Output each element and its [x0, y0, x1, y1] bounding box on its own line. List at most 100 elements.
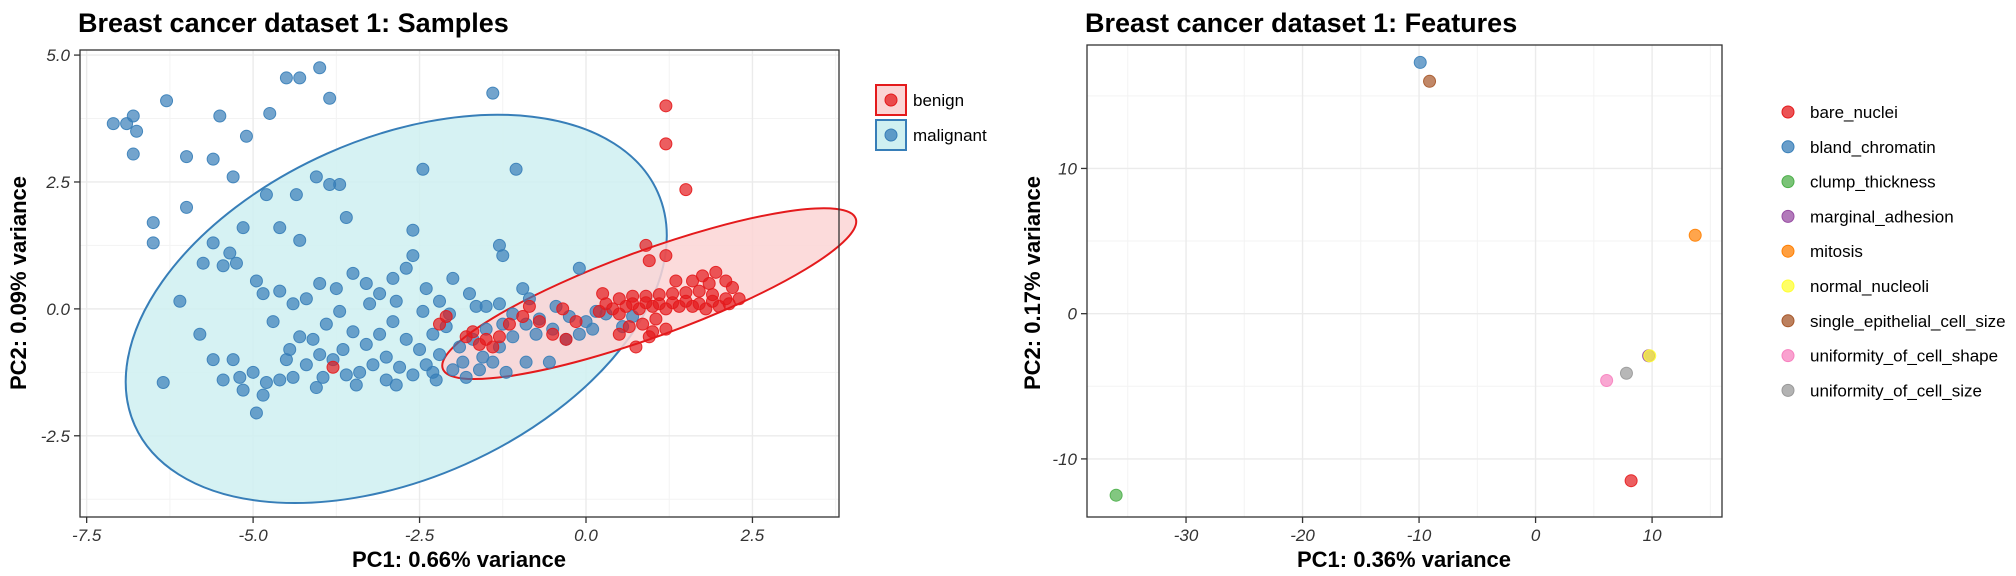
confidence-ellipse-malignant — [124, 113, 668, 505]
features-chart-title: Breast cancer dataset 1: Features — [1085, 8, 1517, 38]
y-tick-label: 0.0 — [46, 300, 70, 319]
point-malignant — [379, 373, 393, 387]
features-y-ticks: -10 0 10 — [1052, 159, 1087, 469]
legend-swatch-bland-chromatin — [1781, 140, 1795, 154]
point-benign — [669, 274, 683, 288]
point-benign — [439, 309, 453, 323]
legend-key-box-benign — [875, 84, 907, 116]
point-malignant — [279, 353, 293, 367]
point-malignant — [359, 277, 373, 290]
point-malignant — [273, 284, 287, 298]
samples-panel: Breast cancer dataset 1: Samples -7.5 -5.… — [6, 8, 987, 572]
point-benign — [659, 249, 673, 263]
point-malignant — [373, 327, 387, 341]
point-malignant — [226, 353, 240, 367]
legend-swatch-malignant — [884, 128, 898, 142]
legend-label-malignant: malignant — [913, 126, 987, 145]
point-malignant — [389, 294, 403, 308]
point-malignant — [519, 355, 533, 369]
point-malignant — [393, 360, 407, 374]
samples-x-axis-title: PC1: 0.66% variance — [352, 547, 566, 572]
point-malignant — [416, 162, 430, 176]
point-malignant — [516, 282, 530, 296]
point-malignant — [386, 271, 400, 285]
point-malignant — [126, 147, 140, 161]
point-benign — [472, 337, 486, 351]
point-malignant — [223, 246, 237, 260]
point-malignant — [299, 358, 313, 372]
point-benign — [559, 332, 573, 346]
point-malignant — [336, 342, 350, 356]
point-malignant — [156, 375, 170, 389]
legend-swatch-benign — [884, 93, 898, 107]
point-malignant — [130, 124, 144, 138]
point-malignant — [492, 297, 506, 311]
point-benign — [626, 297, 640, 311]
samples-legend: benign malignant — [875, 84, 987, 151]
point-benign — [326, 360, 340, 374]
x-tick-label: 2.5 — [740, 526, 765, 545]
point-malignant — [233, 370, 247, 384]
point-malignant — [542, 355, 556, 369]
point-benign — [642, 254, 656, 268]
point-malignant — [239, 129, 253, 143]
x-tick-label: 10 — [1643, 526, 1662, 545]
point-benign — [629, 340, 643, 354]
samples-y-axis-title: PC2: 0.09% variance — [6, 176, 31, 390]
point-malignant — [419, 282, 433, 296]
point-malignant — [329, 282, 343, 296]
point-malignant — [406, 223, 420, 237]
point-mitosis — [1688, 228, 1702, 242]
point-single-epithelial-cell-size — [1423, 74, 1437, 88]
point-malignant — [286, 370, 300, 384]
point-benign — [612, 307, 626, 321]
point-benign — [679, 183, 693, 197]
point-malignant — [572, 261, 586, 275]
point-malignant — [462, 287, 476, 301]
point-malignant — [293, 233, 307, 247]
point-benign — [659, 99, 673, 113]
point-benign — [706, 294, 719, 308]
point-benign — [622, 320, 636, 334]
samples-plot-frame — [79, 49, 840, 518]
point-malignant — [333, 304, 347, 318]
samples-chart-title: Breast cancer dataset 1: Samples — [78, 8, 509, 38]
point-benign — [702, 277, 716, 290]
point-malignant — [353, 365, 367, 379]
point-malignant — [273, 221, 287, 235]
point-malignant — [399, 261, 413, 275]
point-malignant — [426, 327, 440, 341]
legend-swatch-marginal-adhesion — [1781, 209, 1795, 223]
point-uniformity-of-cell-shape — [1600, 373, 1614, 387]
legend-label-benign: benign — [913, 91, 964, 110]
features-legend: bare_nuclei bland_chromatin clump_thicknes… — [1781, 103, 2006, 400]
point-benign — [466, 325, 480, 339]
point-malignant — [433, 348, 447, 362]
point-benign — [502, 317, 516, 331]
x-tick-label: -5.0 — [238, 526, 268, 545]
point-malignant — [306, 332, 320, 346]
point-malignant — [106, 117, 120, 131]
features-x-axis-title: PC1: 0.36% variance — [1297, 547, 1511, 572]
point-malignant — [213, 109, 227, 123]
point-benign — [612, 327, 626, 341]
point-malignant — [316, 370, 330, 384]
point-malignant — [279, 71, 293, 85]
point-benign — [516, 309, 530, 323]
legend-swatch-uniformity-of-cell-size — [1781, 383, 1795, 397]
point-malignant — [196, 256, 210, 270]
point-malignant — [366, 358, 380, 372]
point-malignant — [373, 287, 387, 301]
point-malignant — [446, 271, 460, 285]
x-tick-label: 0 — [1531, 526, 1541, 545]
point-bland-chromatin — [1413, 55, 1427, 69]
point-benign — [722, 297, 736, 311]
point-benign — [666, 296, 680, 310]
point-malignant — [216, 373, 230, 387]
point-malignant — [180, 150, 194, 164]
point-malignant — [246, 365, 260, 379]
legend-label-single-epithelial-cell-size: single_epithelial_cell_size — [1810, 312, 2006, 331]
features-y-axis-title: PC2: 0.17% variance — [1020, 176, 1045, 390]
point-malignant — [293, 71, 307, 85]
legend-label-clump-thickness: clump_thickness — [1810, 173, 1936, 192]
